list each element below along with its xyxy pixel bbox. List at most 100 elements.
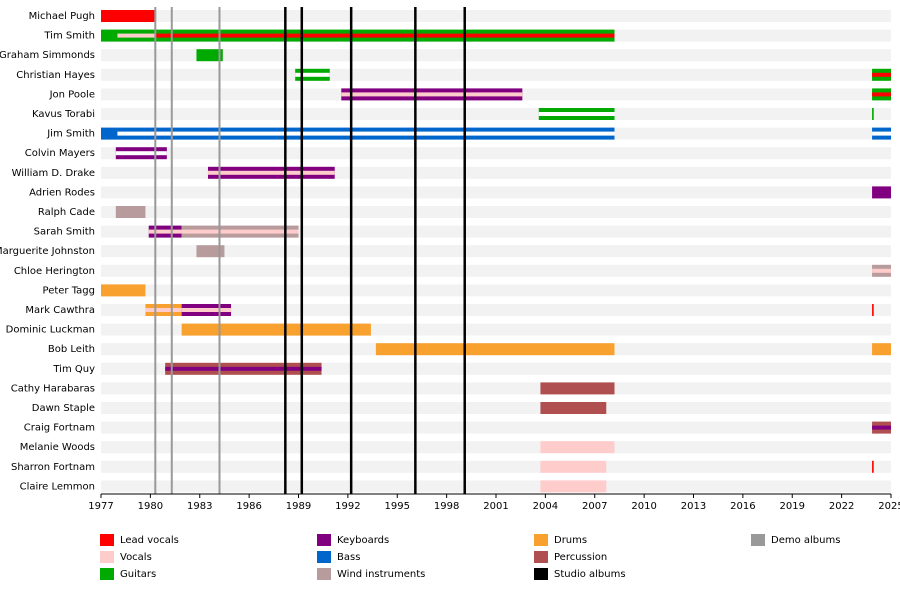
- legend-label: Lead vocals: [120, 535, 179, 546]
- role-bar: [101, 127, 118, 140]
- role-bar: [101, 10, 156, 22]
- legend-swatch: [751, 534, 765, 546]
- legend-swatch: [534, 534, 548, 546]
- member-name: Dominic Luckman: [6, 325, 95, 336]
- role-stripe: [155, 33, 615, 38]
- legend-swatch: [534, 568, 548, 580]
- row-band: [101, 460, 891, 473]
- x-tick-label: 2007: [582, 501, 607, 512]
- x-tick-label: 2004: [533, 501, 558, 512]
- legend-label: Bass: [337, 552, 360, 563]
- x-tick-label: 1995: [385, 501, 410, 512]
- x-tick-label: 1992: [335, 501, 360, 512]
- member-name: Melanie Woods: [20, 442, 95, 453]
- row-band: [101, 402, 891, 414]
- role-stripe: [181, 229, 299, 234]
- role-bar: [101, 29, 118, 42]
- role-stripe: [872, 268, 891, 273]
- legend-label: Wind instruments: [337, 569, 425, 580]
- role-stripe: [145, 308, 182, 312]
- legend-label: Studio albums: [554, 569, 626, 580]
- role-stripe: [148, 229, 182, 234]
- x-tick-label: 1977: [88, 501, 113, 512]
- legend-label: Demo albums: [771, 535, 840, 546]
- role-bar: [540, 460, 607, 473]
- legend-swatch: [534, 551, 548, 563]
- x-tick-label: 1980: [138, 501, 163, 512]
- x-tick-label: 1998: [434, 501, 459, 512]
- member-name: Marguerite Johnston: [0, 246, 95, 257]
- member-name: William D. Drake: [12, 168, 95, 179]
- member-name: Christian Hayes: [16, 70, 95, 81]
- member-name: Tim Smith: [43, 31, 95, 42]
- legend-swatch: [317, 534, 331, 546]
- legend-label: Guitars: [120, 569, 156, 580]
- row-band: [101, 480, 891, 493]
- member-name: Mark Cawthra: [25, 305, 95, 316]
- role-bar: [375, 343, 615, 356]
- role-bar: [181, 323, 371, 336]
- member-name: Sharron Fortnam: [11, 462, 95, 473]
- x-tick-label: 1983: [187, 501, 212, 512]
- role-stripe: [295, 72, 330, 77]
- legend-swatch: [317, 568, 331, 580]
- member-name: Tim Quy: [52, 364, 95, 375]
- x-tick-label: 1989: [286, 501, 311, 512]
- legend-label: Vocals: [120, 552, 152, 563]
- role-stripe: [165, 366, 322, 371]
- x-tick-label: 2001: [483, 501, 508, 512]
- member-name: Jon Poole: [49, 89, 95, 100]
- role-stripe: [872, 425, 891, 430]
- role-stripe: [538, 112, 615, 116]
- role-bar: [540, 382, 615, 395]
- role-stripe: [115, 151, 167, 156]
- member-name: Peter Tagg: [43, 285, 95, 296]
- member-name: Cathy Harabaras: [11, 383, 95, 394]
- row-band: [101, 206, 891, 218]
- legend-label: Percussion: [554, 552, 607, 563]
- x-tick-label: 1986: [236, 501, 261, 512]
- role-bar: [540, 402, 607, 414]
- role-stripe: [181, 308, 232, 312]
- role-bar: [872, 304, 874, 316]
- role-bar: [196, 49, 223, 62]
- x-tick-label: 2013: [681, 501, 706, 512]
- role-stripe: [117, 131, 615, 136]
- legend-swatch: [100, 568, 114, 580]
- row-band: [101, 304, 891, 316]
- row-band: [101, 108, 891, 120]
- x-tick-label: 2019: [780, 501, 805, 512]
- x-tick-label: 2022: [829, 501, 854, 512]
- role-bar: [540, 480, 607, 493]
- role-bar: [101, 284, 146, 297]
- member-name: Kavus Torabi: [32, 109, 95, 120]
- legend-swatch: [100, 534, 114, 546]
- member-name: Jim Smith: [46, 129, 95, 140]
- row-band: [101, 264, 891, 277]
- member-name: Adrien Rodes: [29, 187, 95, 198]
- role-stripe: [872, 92, 891, 97]
- member-name: Graham Simmonds: [0, 50, 95, 61]
- role-bar: [872, 343, 891, 356]
- member-name: Bob Leith: [48, 344, 95, 355]
- member-name: Michael Pugh: [29, 11, 95, 22]
- role-stripe: [117, 33, 156, 38]
- role-bar: [872, 186, 891, 199]
- member-name: Craig Fortnam: [24, 423, 95, 434]
- row-band: [101, 245, 891, 258]
- x-tick-label: 2010: [631, 501, 656, 512]
- role-stripe: [341, 92, 523, 97]
- role-stripe: [872, 131, 891, 136]
- legend-swatch: [317, 551, 331, 563]
- role-bar: [540, 441, 615, 454]
- member-name: Colvin Mayers: [25, 148, 95, 159]
- x-tick-label: 2025: [878, 501, 900, 512]
- role-stripe: [872, 72, 891, 77]
- row-band: [101, 382, 891, 395]
- role-bar: [872, 108, 874, 120]
- legend-label: Keyboards: [337, 535, 389, 546]
- row-band: [101, 147, 891, 160]
- member-name: Ralph Cade: [38, 207, 95, 218]
- member-name: Dawn Staple: [32, 403, 95, 414]
